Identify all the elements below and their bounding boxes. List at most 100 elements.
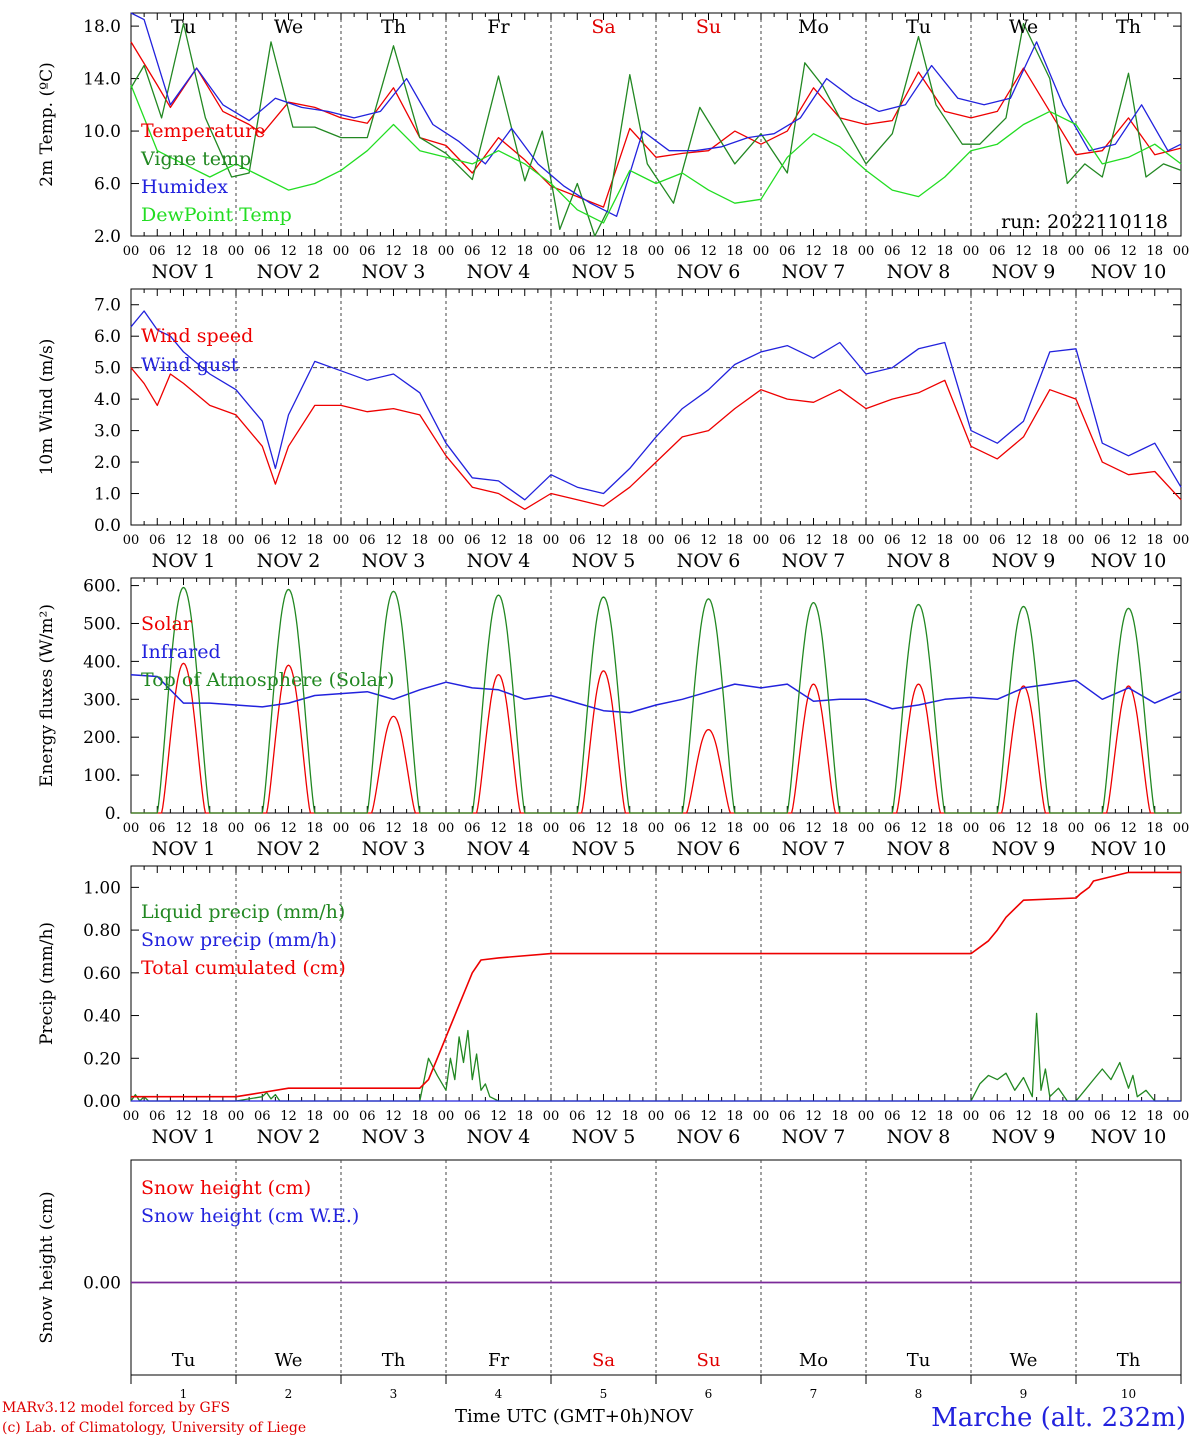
date-label: NOV 8 <box>887 1126 951 1148</box>
weekday-label: Th <box>1116 16 1141 38</box>
weekday-label: Th <box>382 1350 406 1371</box>
hour-tick-label: 00 <box>648 1109 665 1124</box>
weekday-label: Th <box>381 16 406 38</box>
series-line-top-of-atmosphere-solar- <box>131 586 1181 814</box>
hour-tick-label: 00 <box>1068 244 1085 259</box>
hour-tick-label: 18 <box>1146 821 1163 836</box>
hour-tick-label: 06 <box>674 244 691 259</box>
hour-tick-label: 12 <box>175 821 192 836</box>
bottom-day-number: 2 <box>285 1387 293 1401</box>
hour-tick-label: 18 <box>726 244 743 259</box>
hour-tick-label: 00 <box>753 244 770 259</box>
hour-tick-label: 00 <box>228 244 245 259</box>
hour-tick-label: 00 <box>333 244 350 259</box>
hour-tick-label: 00 <box>543 1109 560 1124</box>
series-line-vigne-temp <box>130 22 1182 237</box>
hour-tick-label: 06 <box>884 533 901 548</box>
hour-tick-label: 00 <box>228 821 245 836</box>
date-label: NOV 4 <box>467 838 531 860</box>
y-tick-label-energy: 300. <box>83 690 121 710</box>
hour-tick-label: 06 <box>149 244 166 259</box>
hour-tick-label: 12 <box>385 533 402 548</box>
hour-tick-label: 06 <box>779 821 796 836</box>
hour-tick-label: 06 <box>149 1109 166 1124</box>
hour-tick-label: 06 <box>254 1109 271 1124</box>
y-tick-label-wind: 7.0 <box>94 296 121 316</box>
weekday-label: Su <box>696 16 721 38</box>
hour-tick-label: 06 <box>674 533 691 548</box>
legend-entry-wind: Wind gust <box>141 354 239 376</box>
hour-tick-label: 06 <box>779 533 796 548</box>
y-tick-label-energy: 100. <box>83 766 121 786</box>
hour-tick-label: 12 <box>700 1109 717 1124</box>
date-label: NOV 2 <box>257 838 321 860</box>
date-label: NOV 10 <box>1091 1126 1167 1148</box>
bottom-day-number: 7 <box>810 1387 818 1401</box>
hour-tick-label: 00 <box>438 821 455 836</box>
hour-tick-label: 18 <box>201 821 218 836</box>
hour-tick-label: 12 <box>805 533 822 548</box>
legend-entry-energy: Infrared <box>141 641 221 663</box>
hour-tick-label: 18 <box>1041 533 1058 548</box>
hour-tick-label: 18 <box>411 533 428 548</box>
hour-tick-label: 12 <box>1015 821 1032 836</box>
date-label: NOV 5 <box>572 261 636 283</box>
date-label: NOV 10 <box>1091 838 1167 860</box>
weekday-label: Mo <box>799 1350 828 1371</box>
bottom-day-number: 8 <box>915 1387 923 1401</box>
hour-tick-label: 00 <box>753 821 770 836</box>
hour-tick-label: 06 <box>569 821 586 836</box>
y-tick-label-precip: 1.00 <box>83 878 121 898</box>
date-label: NOV 9 <box>992 1126 1056 1148</box>
hour-tick-label: 06 <box>989 1109 1006 1124</box>
date-label: NOV 6 <box>677 261 741 283</box>
hour-tick-label: 18 <box>936 244 953 259</box>
month-label: NOV <box>649 1406 694 1427</box>
date-label: NOV 3 <box>362 550 426 572</box>
date-label: NOV 10 <box>1091 550 1167 572</box>
hour-tick-label: 18 <box>306 533 323 548</box>
hour-tick-label: 00 <box>1068 821 1085 836</box>
hour-tick-label: 12 <box>175 533 192 548</box>
hour-tick-label: 00 <box>543 821 560 836</box>
hour-tick-label: 00 <box>963 533 980 548</box>
hour-tick-label: 18 <box>726 821 743 836</box>
hour-tick-label: 06 <box>569 1109 586 1124</box>
y-tick-label-temp: 18.0 <box>83 17 121 37</box>
hour-tick-label: 00 <box>123 533 140 548</box>
hour-tick-label: 18 <box>831 821 848 836</box>
hour-tick-label: 18 <box>1146 1109 1163 1124</box>
hour-tick-label: 18 <box>1041 1109 1058 1124</box>
y-tick-label-energy: 600. <box>83 577 121 597</box>
hour-tick-label: 06 <box>359 244 376 259</box>
hour-tick-label: 18 <box>831 1109 848 1124</box>
weekday-label: Th <box>1117 1350 1141 1371</box>
hour-tick-label: 00 <box>1068 1109 1085 1124</box>
hour-tick-label: 18 <box>306 1109 323 1124</box>
hour-tick-label: 00 <box>858 533 875 548</box>
hour-tick-label: 12 <box>1120 1109 1137 1124</box>
hour-tick-label: 18 <box>831 533 848 548</box>
date-label: NOV 8 <box>887 838 951 860</box>
hour-tick-label: 00 <box>858 1109 875 1124</box>
weekday-label: Fr <box>487 16 510 38</box>
hour-tick-label: 18 <box>411 821 428 836</box>
hour-tick-label: 12 <box>280 1109 297 1124</box>
hour-tick-label: 12 <box>700 821 717 836</box>
hour-tick-label: 00 <box>543 244 560 259</box>
hour-tick-label: 18 <box>621 244 638 259</box>
bottom-day-number: 3 <box>390 1387 398 1401</box>
y-axis-title-snow: Snow height (cm) <box>37 1191 57 1343</box>
hour-tick-label: 00 <box>648 244 665 259</box>
date-label: NOV 1 <box>152 838 216 860</box>
hour-tick-label: 00 <box>228 1109 245 1124</box>
date-label: NOV 1 <box>152 261 216 283</box>
date-label: NOV 7 <box>782 1126 846 1148</box>
y-tick-label-wind: 2.0 <box>94 453 121 473</box>
hour-tick-label: 00 <box>1068 533 1085 548</box>
hour-tick-label: 00 <box>123 821 140 836</box>
date-label: NOV 4 <box>467 1126 531 1148</box>
hour-tick-label: 00 <box>648 821 665 836</box>
hour-tick-label: 06 <box>1094 533 1111 548</box>
